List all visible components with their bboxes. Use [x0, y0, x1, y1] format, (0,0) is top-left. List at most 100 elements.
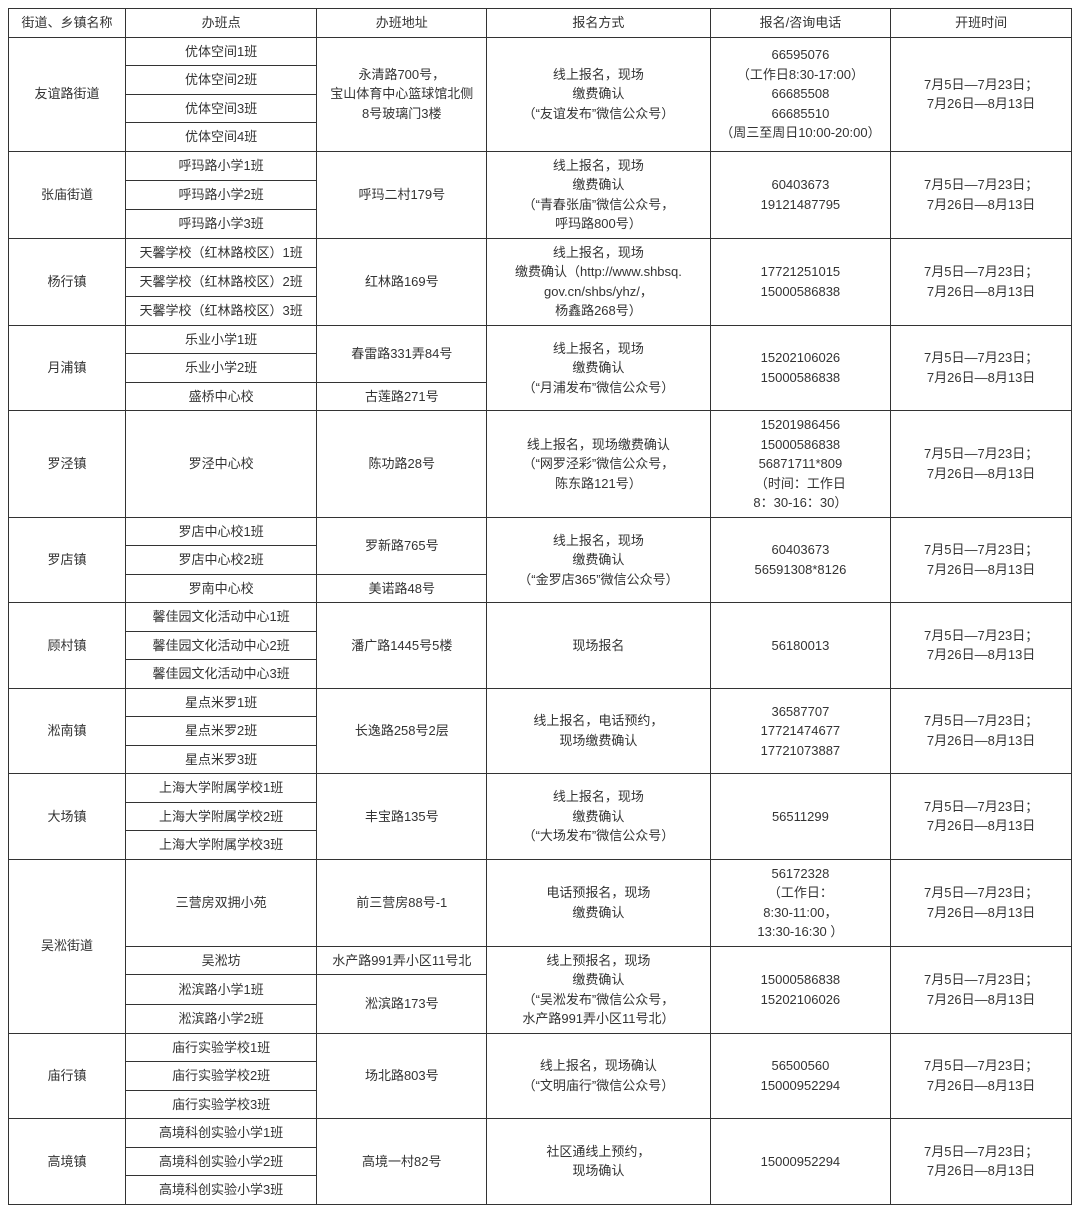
table-row: 杨行镇天馨学校（红林路校区）1班红林路169号线上报名，现场缴费确认（http:… [9, 238, 1072, 267]
cell: 7月5日—7月23日；7月26日—8月13日 [891, 688, 1072, 774]
cell: 优体空间4班 [125, 123, 316, 152]
table-row: 淞南镇星点米罗1班长逸路258号2层线上报名，电话预约，现场缴费确认365877… [9, 688, 1072, 717]
cell: 庙行镇 [9, 1033, 126, 1119]
cell: 淞滨路小学1班 [125, 975, 316, 1005]
cell: 吴淞街道 [9, 859, 126, 1033]
cell: 罗新路765号 [317, 517, 487, 574]
table-row: 罗店镇罗店中心校1班罗新路765号线上报名，现场缴费确认（“金罗店365”微信公… [9, 517, 1072, 546]
cell: 场北路803号 [317, 1033, 487, 1119]
cell: 罗南中心校 [125, 574, 316, 603]
cell: 潘广路1445号5楼 [317, 603, 487, 689]
cell: 馨佳园文化活动中心1班 [125, 603, 316, 632]
cell: 淞滨路小学2班 [125, 1005, 316, 1034]
cell: 7月5日—7月23日；7月26日—8月13日 [891, 517, 1072, 603]
cell: 庙行实验学校2班 [125, 1062, 316, 1091]
cell: 7月5日—7月23日；7月26日—8月13日 [891, 151, 1072, 238]
cell: 7月5日—7月23日；7月26日—8月13日 [891, 37, 1072, 151]
h4: 报名/咨询电话 [710, 9, 891, 38]
cell: 友谊路街道 [9, 37, 126, 151]
cell: 上海大学附属学校1班 [125, 774, 316, 803]
table-row: 友谊路街道优体空间1班永清路700号，宝山体育中心篮球馆北侧8号玻璃门3楼线上报… [9, 37, 1072, 66]
cell: 7月5日—7月23日；7月26日—8月13日 [891, 603, 1072, 689]
cell: 优体空间1班 [125, 37, 316, 66]
cell: 1520210602615000586838 [710, 325, 891, 411]
cell: 乐业小学1班 [125, 325, 316, 354]
cell: 7月5日—7月23日；7月26日—8月13日 [891, 1119, 1072, 1205]
cell: 56511299 [710, 774, 891, 860]
table-row: 吴淞街道三营房双拥小苑前三营房88号-1电话预报名，现场缴费确认56172328… [9, 859, 1072, 946]
cell: 馨佳园文化活动中心3班 [125, 660, 316, 689]
table-row: 大场镇上海大学附属学校1班丰宝路135号线上报名，现场缴费确认（“大场发布”微信… [9, 774, 1072, 803]
cell: 高境镇 [9, 1119, 126, 1205]
cell: 顾村镇 [9, 603, 126, 689]
cell: 丰宝路135号 [317, 774, 487, 860]
cell: 罗店镇 [9, 517, 126, 603]
cell: 天馨学校（红林路校区）3班 [125, 296, 316, 325]
cell: 天馨学校（红林路校区）1班 [125, 238, 316, 267]
cell: 罗店中心校1班 [125, 517, 316, 546]
cell: 罗泾中心校 [125, 411, 316, 518]
cell: 呼玛路小学2班 [125, 180, 316, 209]
cell: 7月5日—7月23日；7月26日—8月13日 [891, 946, 1072, 1033]
cell: 庙行实验学校1班 [125, 1033, 316, 1062]
cell: 线上报名，现场缴费确认（“大场发布”微信公众号） [487, 774, 710, 860]
class-schedule-table: 街道、乡镇名称 办班点 办班地址 报名方式 报名/咨询电话 开班时间 友谊路街道… [8, 8, 1072, 1205]
cell: 吴淞坊 [125, 946, 316, 975]
cell: 永清路700号，宝山体育中心篮球馆北侧8号玻璃门3楼 [317, 37, 487, 151]
table-row: 吴淞坊水产路991弄小区11号北线上预报名，现场缴费确认（“吴淞发布”微信公众号… [9, 946, 1072, 975]
cell: 152019864561500058683856871711*809（时间：工作… [710, 411, 891, 518]
cell: 陈功路28号 [317, 411, 487, 518]
cell: 星点米罗3班 [125, 745, 316, 774]
cell: 馨佳园文化活动中心2班 [125, 631, 316, 660]
cell: 杨行镇 [9, 238, 126, 325]
cell: 星点米罗2班 [125, 717, 316, 746]
cell: 星点米罗1班 [125, 688, 316, 717]
cell: 大场镇 [9, 774, 126, 860]
cell: 长逸路258号2层 [317, 688, 487, 774]
cell: 7月5日—7月23日；7月26日—8月13日 [891, 774, 1072, 860]
cell: 天馨学校（红林路校区）2班 [125, 267, 316, 296]
cell: 线上报名，现场缴费确认（“金罗店365”微信公众号） [487, 517, 710, 603]
header-row: 街道、乡镇名称 办班点 办班地址 报名方式 报名/咨询电话 开班时间 [9, 9, 1072, 38]
cell: 6040367356591308*8126 [710, 517, 891, 603]
cell: 线上报名，现场缴费确认（http://www.shbsq.gov.cn/shbs… [487, 238, 710, 325]
cell: 5650056015000952294 [710, 1033, 891, 1119]
cell: 15000952294 [710, 1119, 891, 1205]
cell: 社区通线上预约，现场确认 [487, 1119, 710, 1205]
cell: 美诺路48号 [317, 574, 487, 603]
cell: 高境科创实验小学1班 [125, 1119, 316, 1148]
cell: 56180013 [710, 603, 891, 689]
cell: 线上报名，现场缴费确认（“青春张庙”微信公众号，呼玛路800号） [487, 151, 710, 238]
cell: 6040367319121487795 [710, 151, 891, 238]
cell: 古莲路271号 [317, 382, 487, 411]
cell: 线上报名，电话预约，现场缴费确认 [487, 688, 710, 774]
cell: 线上报名，现场缴费确认（“月浦发布”微信公众号） [487, 325, 710, 411]
cell: 红林路169号 [317, 238, 487, 325]
cell: 56172328（工作日：8:30-11:00，13:30-16:30 ） [710, 859, 891, 946]
cell: 线上报名，现场缴费确认（“友谊发布”微信公众号） [487, 37, 710, 151]
cell: 高境一村82号 [317, 1119, 487, 1205]
cell: 电话预报名，现场缴费确认 [487, 859, 710, 946]
cell: 1500058683815202106026 [710, 946, 891, 1033]
cell: 7月5日—7月23日；7月26日—8月13日 [891, 859, 1072, 946]
cell: 呼玛路小学1班 [125, 151, 316, 180]
cell: 呼玛二村179号 [317, 151, 487, 238]
cell: 三营房双拥小苑 [125, 859, 316, 946]
cell: 1772125101515000586838 [710, 238, 891, 325]
cell: 庙行实验学校3班 [125, 1090, 316, 1119]
cell: 优体空间2班 [125, 66, 316, 95]
cell: 7月5日—7月23日；7月26日—8月13日 [891, 1033, 1072, 1119]
h2: 办班地址 [317, 9, 487, 38]
h1: 办班点 [125, 9, 316, 38]
cell: 7月5日—7月23日；7月26日—8月13日 [891, 238, 1072, 325]
table-row: 罗泾镇罗泾中心校陈功路28号线上报名，现场缴费确认（“网罗泾彩”微信公众号，陈东… [9, 411, 1072, 518]
cell: 现场报名 [487, 603, 710, 689]
cell: 淞滨路173号 [317, 975, 487, 1034]
cell: 365877071772147467717721073887 [710, 688, 891, 774]
cell: 盛桥中心校 [125, 382, 316, 411]
cell: 乐业小学2班 [125, 354, 316, 383]
cell: 张庙街道 [9, 151, 126, 238]
cell: 月浦镇 [9, 325, 126, 411]
cell: 呼玛路小学3班 [125, 209, 316, 238]
cell: 高境科创实验小学2班 [125, 1147, 316, 1176]
